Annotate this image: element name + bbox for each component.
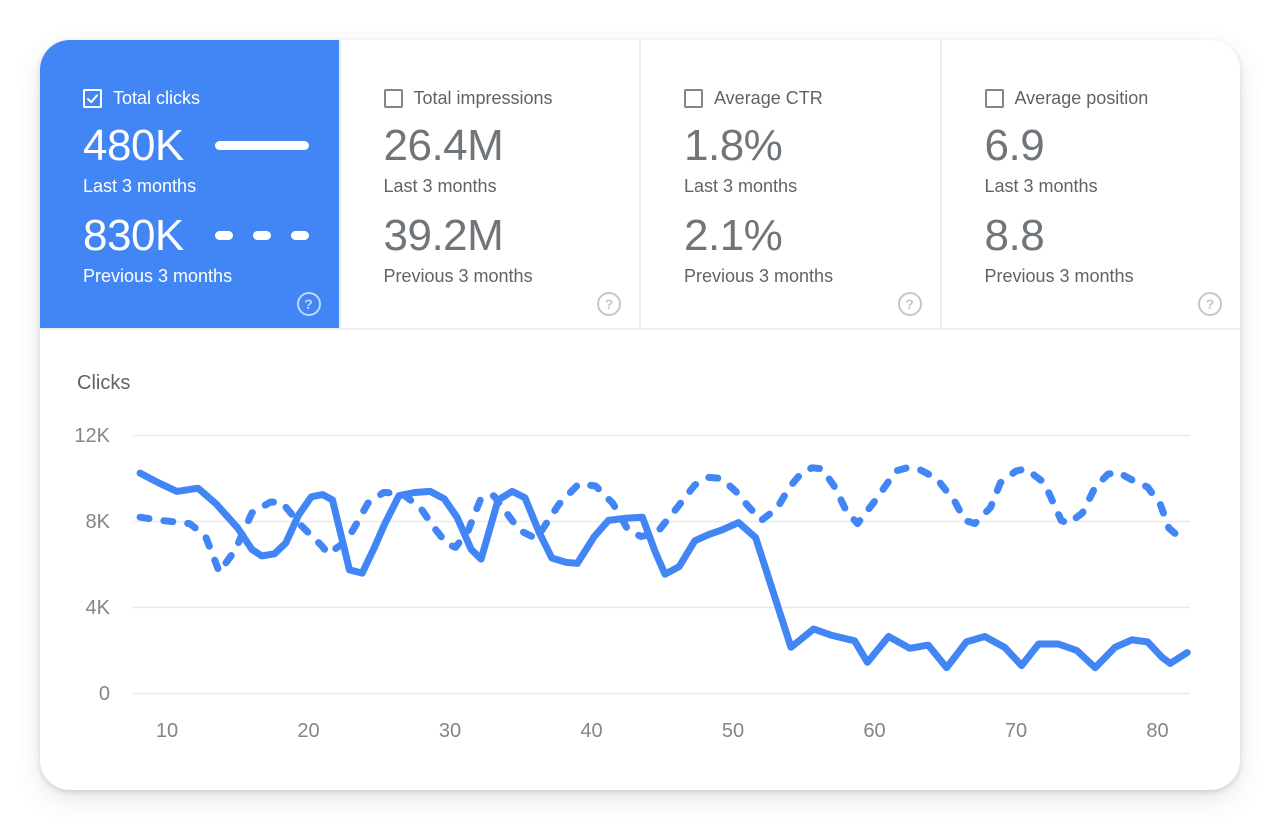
x-tick-label: 50 <box>721 720 745 742</box>
metric-caption-last: Last 3 months <box>383 176 497 196</box>
metric-value-previous: 39.2M <box>383 210 504 260</box>
legend-dashed-line-icon <box>214 231 309 240</box>
card-total-impressions[interactable]: Total impressions 26.4M Last 3 months 39… <box>338 40 640 328</box>
chart-canvas <box>133 434 1191 695</box>
y-tick-label: 12K <box>74 424 110 447</box>
metric-value-previous: 830K <box>83 210 184 260</box>
card-label: Total impressions <box>413 88 553 108</box>
chart-title: Clicks <box>77 372 131 394</box>
card-label: Average CTR <box>714 88 823 108</box>
value-row: 39.2M <box>383 210 640 260</box>
x-tick-label: 70 <box>1004 720 1028 742</box>
performance-panel: Total clicks 480K Last 3 months 830K Pre… <box>40 40 1240 790</box>
checkbox-checked-icon[interactable] <box>83 89 102 108</box>
metric-value-last: 26.4M <box>383 120 504 170</box>
metrics-cards: Total clicks 480K Last 3 months 830K Pre… <box>40 40 1240 330</box>
help-icon[interactable]: ? <box>1198 292 1222 316</box>
clicks-chart: Clicks 12K 8K 4K 0 10 20 30 40 50 60 70 80 <box>40 330 1240 788</box>
card-total-clicks-header: Total clicks <box>83 88 339 109</box>
x-tick-label: 80 <box>1146 720 1169 742</box>
x-tick-label: 40 <box>580 720 603 742</box>
metric-value-previous: 2.1% <box>684 210 783 260</box>
value-row: 6.9 <box>984 120 1241 170</box>
series-line-last-3-months <box>136 469 1191 672</box>
metric-value-last: 1.8% <box>684 120 783 170</box>
help-icon[interactable]: ? <box>597 292 621 316</box>
help-icon[interactable]: ? <box>296 292 321 316</box>
value-row: 26.4M <box>383 120 640 170</box>
x-tick-label: 60 <box>863 720 886 742</box>
metric-value-last: 480K <box>83 120 184 170</box>
metric-caption-previous: Previous 3 months <box>83 266 233 286</box>
x-tick-label: 30 <box>438 720 462 742</box>
plot-area <box>133 414 1191 695</box>
metric-caption-previous: Previous 3 months <box>984 266 1134 286</box>
card-average-position[interactable]: Average position 6.9 Last 3 months 8.8 P… <box>939 40 1241 328</box>
card-average-ctr[interactable]: Average CTR 1.8% Last 3 months 2.1% Prev… <box>639 40 940 328</box>
metric-value-previous: 8.8 <box>984 210 1045 260</box>
checkbox-unchecked-icon[interactable] <box>984 89 1004 108</box>
x-tick-label: 10 <box>155 720 179 742</box>
metric-caption-previous: Previous 3 months <box>383 266 533 286</box>
checkbox-unchecked-icon[interactable] <box>383 89 403 108</box>
value-row: 830K <box>83 210 339 260</box>
value-row: 480K <box>83 120 339 170</box>
metric-caption-last: Last 3 months <box>83 176 197 196</box>
value-row: 2.1% <box>684 210 940 260</box>
card-average-position-header: Average position <box>984 88 1241 109</box>
metric-caption-last: Last 3 months <box>684 176 798 196</box>
card-label: Average position <box>1014 88 1149 108</box>
metric-caption-previous: Previous 3 months <box>684 266 834 286</box>
checkbox-unchecked-icon[interactable] <box>684 89 703 108</box>
help-icon[interactable]: ? <box>897 292 922 316</box>
y-tick-label: 4K <box>85 596 110 619</box>
legend-solid-line-icon <box>214 141 309 150</box>
card-total-impressions-header: Total impressions <box>383 88 640 109</box>
card-label: Total clicks <box>113 88 201 108</box>
y-tick-label: 0 <box>98 682 110 705</box>
card-total-clicks[interactable]: Total clicks 480K Last 3 months 830K Pre… <box>40 40 339 328</box>
metric-value-last: 6.9 <box>984 120 1045 170</box>
value-row: 8.8 <box>984 210 1241 260</box>
card-average-ctr-header: Average CTR <box>684 88 940 109</box>
metric-caption-last: Last 3 months <box>984 176 1098 196</box>
x-tick-label: 20 <box>297 720 320 742</box>
y-tick-label: 8K <box>85 510 110 533</box>
value-row: 1.8% <box>684 120 940 170</box>
gridlines <box>133 434 1190 695</box>
